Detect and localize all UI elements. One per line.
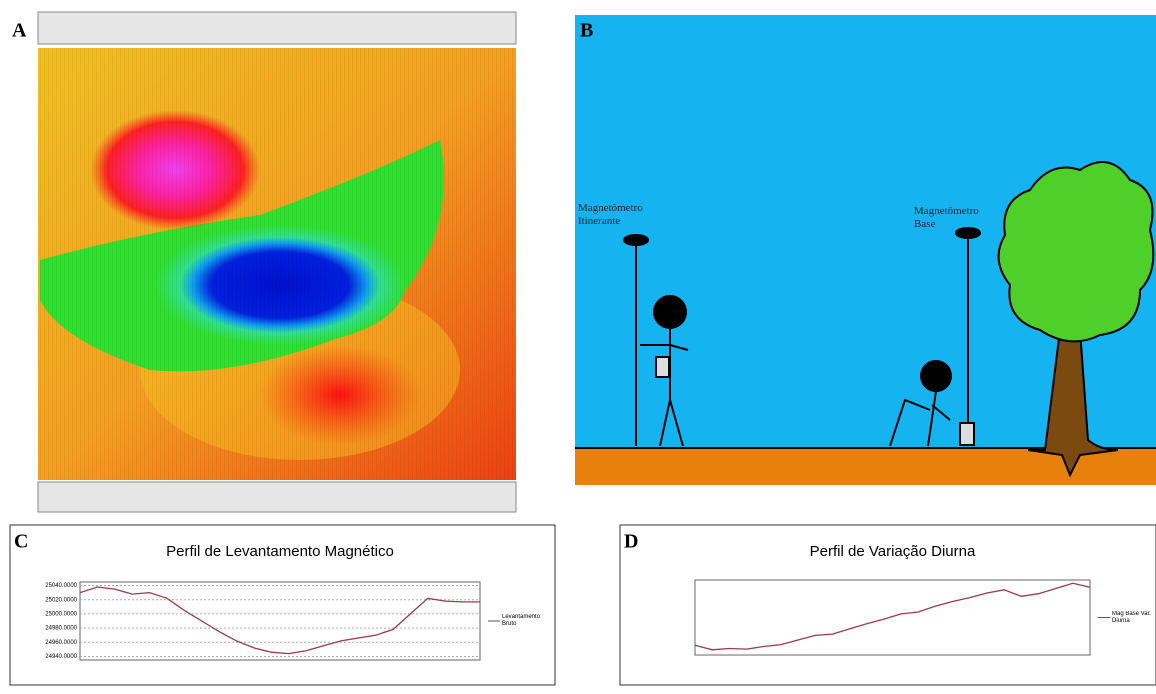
- panel-letter: B: [580, 20, 593, 42]
- data-line: [79, 586, 480, 655]
- legend-box: Levantamento Bruto: [502, 614, 541, 627]
- panel-letter: C: [14, 531, 28, 553]
- plot-area: [694, 579, 1091, 656]
- y-tick-label: 24940.0000: [45, 654, 77, 660]
- legend-box: Mag Base Var. Diurna: [1112, 610, 1151, 624]
- rover-label: Magnetômetro Itinerante: [578, 202, 643, 227]
- panel-letter: A: [12, 20, 27, 42]
- panel-chart: C Perfil de Levantamento Magnético 24940.0…: [9, 524, 556, 686]
- data-line: [694, 582, 1091, 651]
- sitting-head: [920, 360, 952, 392]
- base-label: Magnetômetro Base: [914, 205, 979, 230]
- legend-label: Levantamento Bruto: [502, 614, 541, 627]
- map-grid: [38, 48, 516, 480]
- y-tick-label: 25040.0000: [45, 583, 77, 589]
- base-sensor: [955, 227, 981, 239]
- map-footer: [37, 481, 517, 513]
- tree-trunk: [1027, 329, 1119, 478]
- person-head: [653, 295, 687, 329]
- panel-b: B Magnetômetro Itinerante Magnetômetro B…: [575, 15, 1156, 485]
- panel-letter: D: [624, 531, 638, 553]
- chart-title: Perfil de Levantamento Magnético: [166, 543, 394, 560]
- y-tick-label: 25020.0000: [45, 597, 77, 603]
- legend-label: Mag Base Var. Diurna: [1112, 610, 1151, 624]
- plot-area: [79, 581, 481, 661]
- panel-chart: D Perfil de Variação Diurna Mag Base Var. …: [619, 524, 1156, 686]
- rover-unit: [655, 356, 670, 378]
- sitting-body: [889, 390, 951, 447]
- y-tick-label: 24980.0000: [45, 626, 77, 632]
- rover-sensor: [623, 234, 649, 246]
- panel-a: A: [12, 11, 517, 513]
- tree-crown: [997, 161, 1155, 343]
- y-tick-label: 24960.0000: [45, 640, 77, 646]
- chart-title: Perfil de Variação Diurna: [810, 543, 976, 560]
- base-unit: [959, 422, 975, 446]
- y-tick-label: 25000.0000: [45, 611, 77, 617]
- map-header: [37, 11, 517, 45]
